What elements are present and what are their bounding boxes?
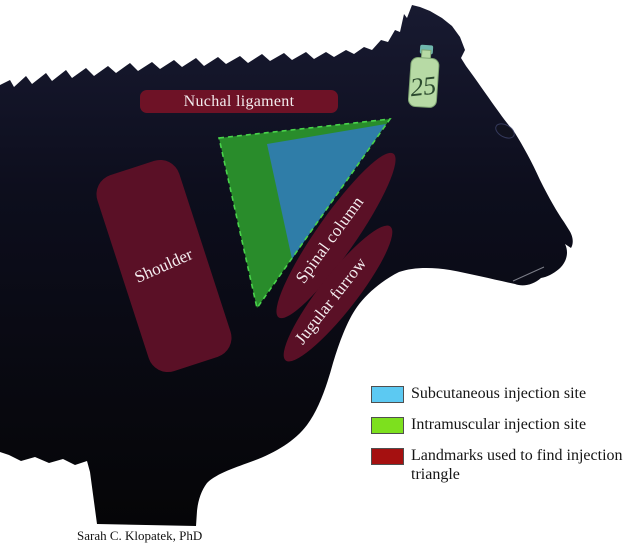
legend: Subcutaneous injection site Intramuscula… — [371, 385, 639, 485]
intramuscular-swatch — [371, 416, 404, 434]
legend-item-intramuscular: Intramuscular injection site — [371, 416, 639, 435]
subcutaneous-swatch — [371, 386, 404, 403]
credit-text: Sarah C. Klopatek, PhD — [77, 528, 203, 543]
mouth-line — [512, 266, 545, 282]
legend-item-landmarks: Landmarks used to find injection triangl… — [371, 447, 639, 485]
landmarks-swatch — [371, 447, 404, 465]
intramuscular-legend-label: Intramuscular injection site — [411, 415, 587, 433]
cow-eye — [495, 123, 515, 139]
ear-tag-number: 25 — [409, 71, 438, 103]
triangle-dashed-border — [218, 118, 392, 310]
shoulder-label: Shoulder — [131, 244, 196, 287]
legend-item-subcutaneous: Subcutaneous injection site — [371, 385, 639, 404]
nuchal-ligament-label: Nuchal ligament — [183, 92, 295, 110]
ear-tag-body — [407, 57, 440, 108]
subcutaneous-legend-label: Subcutaneous injection site — [411, 385, 587, 402]
subcutaneous-triangle — [267, 124, 386, 259]
ear-tag: 25 — [407, 44, 440, 108]
nuchal-ligament-landmark: Nuchal ligament — [140, 90, 338, 113]
landmarks-legend-label: Landmarks used to find injection triangl… — [411, 446, 623, 483]
